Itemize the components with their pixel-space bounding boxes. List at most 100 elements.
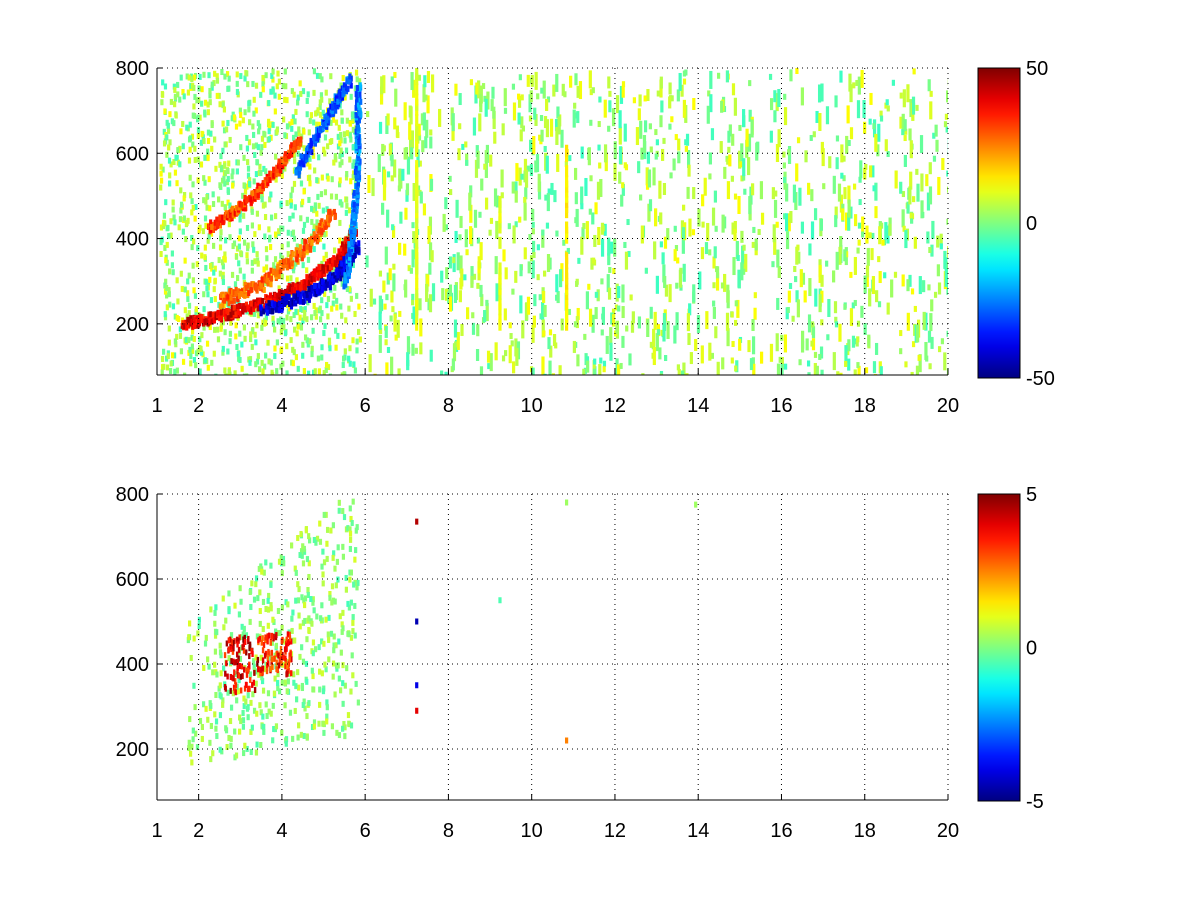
heatmap-cell: [409, 267, 413, 274]
heatmap-cell: [189, 353, 193, 360]
heatmap-cell: [266, 339, 270, 346]
heatmap-cell: [899, 92, 903, 99]
heatmap-cell: [390, 154, 394, 167]
heatmap-cell: [534, 71, 538, 90]
heatmap-cell: [589, 119, 593, 126]
heatmap-cell: [357, 114, 361, 121]
heatmap-cell: [315, 210, 319, 217]
heatmap-cell: [441, 288, 445, 301]
heatmap-cell: [944, 257, 948, 270]
heatmap-cell: [403, 243, 407, 256]
heatmap-cell: [201, 318, 206, 325]
heatmap-cell: [356, 374, 361, 375]
heatmap-cell: [280, 604, 284, 611]
heatmap-cell: [490, 99, 494, 112]
heatmap-cell: [236, 296, 240, 303]
heatmap-cell: [312, 68, 317, 75]
heatmap-cell: [411, 222, 415, 229]
heatmap-cell: [537, 173, 541, 192]
heatmap-cell: [410, 72, 414, 91]
heatmap-cell: [276, 268, 280, 275]
heatmap-cell: [357, 303, 361, 310]
heatmap-cell: [296, 734, 300, 741]
heatmap-cell: [484, 98, 488, 117]
heatmap-cell: [206, 101, 210, 108]
heatmap-cell: [165, 241, 169, 248]
heatmap-cell: [666, 321, 670, 340]
heatmap-cell: [787, 213, 791, 232]
heatmap-cell: [189, 654, 193, 661]
heatmap-cell: [454, 83, 458, 96]
heatmap-cell: [835, 135, 840, 142]
heatmap-cell: [759, 181, 764, 200]
heatmap-cell: [319, 191, 324, 198]
heatmap-cell: [311, 596, 315, 603]
heatmap-cell: [240, 634, 244, 641]
heatmap-cell: [336, 98, 340, 105]
heatmap-cell: [181, 143, 185, 150]
heatmap-cell: [312, 723, 316, 730]
heatmap-cell: [318, 668, 322, 675]
heatmap-cell: [194, 730, 198, 737]
heatmap-cell: [254, 581, 258, 588]
heatmap-cell: [837, 183, 842, 202]
heatmap-cell: [470, 266, 474, 285]
heatmap-cell: [327, 275, 331, 282]
heatmap-cell: [258, 163, 262, 170]
heatmap-cell: [306, 91, 310, 98]
heatmap-cell: [714, 326, 718, 339]
heatmap-cell: [257, 637, 260, 644]
heatmap-cell: [627, 250, 631, 257]
heatmap-cell: [372, 298, 377, 305]
heatmap-cell: [255, 210, 260, 217]
heatmap-cell: [221, 219, 225, 226]
heatmap-cell: [342, 283, 346, 290]
heatmap-cell: [188, 135, 193, 142]
heatmap-cell: [227, 75, 231, 82]
heatmap-cell: [280, 624, 284, 631]
heatmap-cell: [238, 201, 242, 208]
heatmap-cell: [264, 606, 268, 613]
heatmap-cell: [239, 73, 243, 80]
heatmap-cell: [254, 82, 259, 89]
heatmap-cell: [358, 90, 362, 97]
heatmap-cell: [295, 277, 299, 284]
heatmap-cell: [503, 107, 508, 114]
heatmap-cell: [342, 249, 346, 256]
heatmap-cell: [255, 257, 260, 264]
heatmap-cell: [833, 301, 838, 314]
heatmap-cell: [417, 123, 421, 136]
heatmap-cell: [212, 80, 216, 87]
heatmap-cell: [199, 139, 204, 146]
heatmap-cell: [930, 336, 934, 349]
heatmap-cell: [851, 302, 855, 309]
heatmap-cell: [221, 214, 225, 221]
heatmap-cell: [353, 632, 357, 639]
heatmap-cell: [404, 279, 408, 298]
heatmap-cell: [338, 152, 342, 159]
heatmap-cell: [291, 609, 295, 616]
heatmap-cell: [281, 360, 285, 367]
heatmap-cell: [221, 279, 226, 286]
heatmap-cell: [278, 657, 281, 664]
x-tick-label: 18: [854, 395, 876, 417]
heatmap-cell: [196, 348, 200, 355]
heatmap-cell: [677, 151, 681, 164]
heatmap-cell: [236, 658, 239, 665]
heatmap-cell: [818, 353, 822, 360]
heatmap-cell: [261, 74, 265, 81]
heatmap-cell: [391, 224, 395, 231]
heatmap-cell: [351, 174, 355, 181]
heatmap-cell: [226, 673, 229, 680]
y-tick-label: 400: [116, 229, 149, 251]
heatmap-cell: [906, 201, 910, 214]
heatmap-cell: [254, 749, 259, 756]
heatmap-cell: [261, 657, 265, 664]
heatmap-cell: [397, 368, 401, 375]
heatmap-cell: [625, 325, 629, 332]
heatmap-cell: [488, 229, 492, 236]
heatmap-cell: [533, 107, 537, 120]
heatmap-cell: [170, 352, 175, 359]
heatmap-cell: [228, 136, 232, 143]
x-tick-label: 4: [276, 820, 287, 842]
